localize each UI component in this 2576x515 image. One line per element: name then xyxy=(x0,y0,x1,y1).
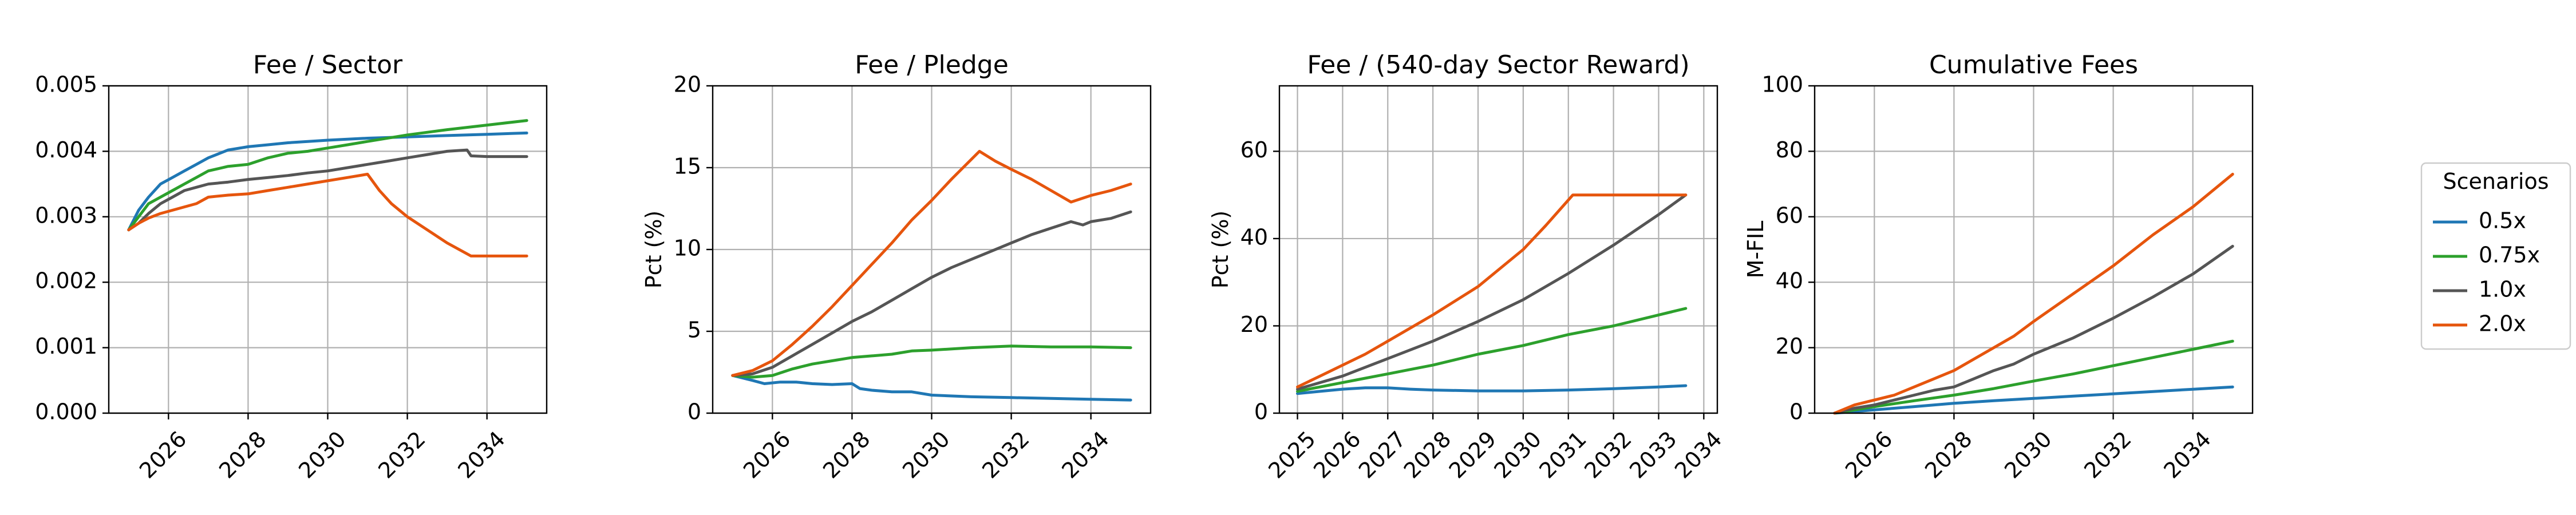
series-line-1_0x xyxy=(1296,193,1688,391)
chart-panel-4: 2026 2028 2030 2032 2034020406080100Cumulati… xyxy=(1743,50,2254,484)
y-tick-label: 20 xyxy=(674,72,701,97)
y-tick-label: 60 xyxy=(1240,137,1268,163)
y-tick-label: 0 xyxy=(1789,399,1803,425)
series-line-1_0x xyxy=(127,148,528,232)
chart-title: Fee / Sector xyxy=(253,50,403,80)
legend-label: 1.0x xyxy=(2479,277,2526,302)
y-tick-label: 0.005 xyxy=(35,72,97,97)
legend-label: 0.75x xyxy=(2479,243,2540,268)
series-line-0_5x xyxy=(731,374,1132,402)
chart-title: Fee / Pledge xyxy=(855,50,1009,80)
y-axis-label: M-FIL xyxy=(1743,221,1768,279)
y-tick-label: 40 xyxy=(1776,268,1803,294)
y-tick-label: 60 xyxy=(1776,203,1803,228)
y-axis-label: Pct (%) xyxy=(1208,211,1233,289)
y-tick-label: 0.004 xyxy=(35,137,97,163)
legend-title: Scenarios xyxy=(2443,169,2549,194)
series-line-0_75x xyxy=(1833,339,2234,415)
y-tick-label: 100 xyxy=(1761,72,1803,97)
chart-title: Cumulative Fees xyxy=(1929,50,2138,80)
series-line-2_0x xyxy=(1833,172,2234,415)
series-line-0_5x xyxy=(1296,384,1688,395)
legend-label: 0.5x xyxy=(2479,208,2526,233)
y-tick-label: 40 xyxy=(1240,224,1268,249)
chart-title: Fee / (540-day Sector Reward) xyxy=(1307,50,1689,80)
series-line-2_0x xyxy=(1296,193,1688,389)
y-tick-label: 80 xyxy=(1776,137,1803,163)
axes-frame xyxy=(1278,85,1718,414)
series-line-2_0x xyxy=(127,172,528,258)
series-line-1_0x xyxy=(1833,244,2234,415)
series-line-0_5x xyxy=(1833,385,2234,415)
series-line-2_0x xyxy=(731,149,1132,377)
series-line-1_0x xyxy=(731,210,1132,377)
y-tick-label: 0.002 xyxy=(35,268,97,294)
y-tick-label: 0.003 xyxy=(35,203,97,228)
y-tick-label: 0.000 xyxy=(35,399,97,425)
legend-box xyxy=(2420,162,2571,350)
legend: Scenarios 0.5x 0.75x 1.0x 2.0x xyxy=(2420,162,2571,350)
y-tick-label: 10 xyxy=(674,236,701,261)
legend-label: 2.0x xyxy=(2479,311,2526,336)
series-line-0_5x xyxy=(127,131,528,232)
series-line-0_75x xyxy=(731,344,1132,379)
series-line-0_75x xyxy=(1296,307,1688,393)
y-axis-label: Pct (%) xyxy=(641,211,666,289)
series-line-0_75x xyxy=(127,119,528,232)
y-tick-label: 15 xyxy=(674,154,701,179)
y-tick-label: 20 xyxy=(1240,312,1268,337)
y-tick-label: 0 xyxy=(1254,399,1268,425)
y-tick-label: 0.001 xyxy=(35,334,97,359)
y-tick-label: 0 xyxy=(688,399,701,425)
y-tick-label: 5 xyxy=(688,318,701,343)
y-tick-label: 20 xyxy=(1776,334,1803,359)
